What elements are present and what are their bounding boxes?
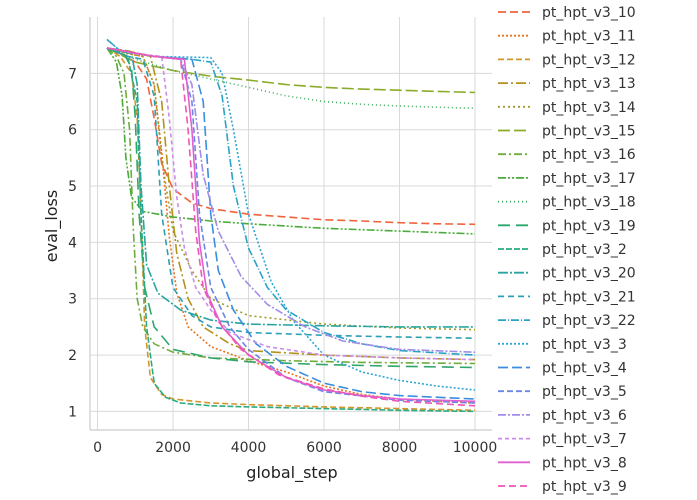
- y-tick-labels: 1 2 3 4 5 6 7: [68, 66, 77, 420]
- series-line-16: [106, 47, 476, 404]
- series-line-4: [106, 47, 476, 331]
- legend-item-label: pt_hpt_v3_16: [542, 147, 636, 163]
- y-tick-label: 4: [68, 235, 77, 251]
- legend: pt_hpt_v3_10 pt_hpt_v3_11 pt_hpt_v3_12 pt_h…: [498, 5, 636, 495]
- legend-item-label: pt_hpt_v3_12: [542, 52, 636, 68]
- series-line-11: [106, 47, 475, 328]
- legend-item-label: pt_hpt_v3_7: [542, 432, 627, 448]
- y-tick-label: 6: [68, 123, 77, 139]
- legend-item-label: pt_hpt_v3_14: [542, 100, 636, 116]
- series-line-0: [106, 47, 476, 226]
- x-tick-label: 8000: [382, 440, 418, 456]
- series-line-17: [106, 47, 476, 353]
- x-tick-label: 10000: [453, 440, 498, 456]
- series-line-15: [106, 47, 476, 400]
- series-lines: [106, 38, 476, 413]
- legend-item-label: pt_hpt_v3_20: [542, 266, 636, 282]
- legend-item-label: pt_hpt_v3_9: [542, 479, 627, 495]
- x-tick-labels: 0 2000 4000 6000 8000 10000: [93, 440, 497, 456]
- legend-item-label: pt_hpt_v3_4: [542, 361, 627, 377]
- legend-item-label: pt_hpt_v3_19: [542, 218, 636, 234]
- series-line-8: [106, 47, 476, 110]
- axes: [89, 17, 492, 431]
- series-line-6: [106, 47, 476, 365]
- x-axis-label: global_step: [246, 463, 337, 483]
- legend-item-label: pt_hpt_v3_5: [542, 384, 627, 400]
- legend-item-label: pt_hpt_v3_11: [542, 29, 636, 45]
- legend-item-label: pt_hpt_v3_18: [542, 195, 636, 211]
- y-tick-label: 3: [68, 292, 77, 308]
- x-tick-label: 6000: [306, 440, 342, 456]
- legend-item-label: pt_hpt_v3_8: [542, 455, 627, 471]
- legend-item-label: pt_hpt_v3_6: [542, 408, 627, 424]
- legend-item-label: pt_hpt_v3_15: [542, 124, 636, 140]
- x-tick-label: 4000: [231, 440, 267, 456]
- x-tick-label: 2000: [155, 440, 191, 456]
- y-tick-label: 7: [68, 66, 77, 82]
- y-tick-label: 1: [68, 404, 77, 420]
- legend-item-label: pt_hpt_v3_13: [542, 76, 636, 92]
- legend-item-label: pt_hpt_v3_17: [542, 171, 636, 187]
- series-line-12: [106, 47, 476, 339]
- legend-item-label: pt_hpt_v3_21: [542, 289, 636, 305]
- y-axis-label: eval_loss: [42, 190, 62, 262]
- series-line-20: [106, 47, 476, 407]
- legend-item-label: pt_hpt_v3_10: [542, 5, 636, 21]
- legend-item-label: pt_hpt_v3_3: [542, 337, 627, 353]
- y-tick-label: 2: [68, 348, 77, 364]
- series-line-13: [106, 38, 476, 356]
- series-line-9: [106, 47, 476, 369]
- series-line-18: [106, 47, 476, 361]
- legend-item-label: pt_hpt_v3_2: [542, 242, 627, 258]
- y-tick-label: 5: [68, 179, 77, 195]
- series-line-5: [106, 47, 476, 94]
- series-line-7: [106, 47, 476, 235]
- legend-item-label: pt_hpt_v3_22: [542, 313, 636, 329]
- x-tick-label: 0: [93, 440, 102, 456]
